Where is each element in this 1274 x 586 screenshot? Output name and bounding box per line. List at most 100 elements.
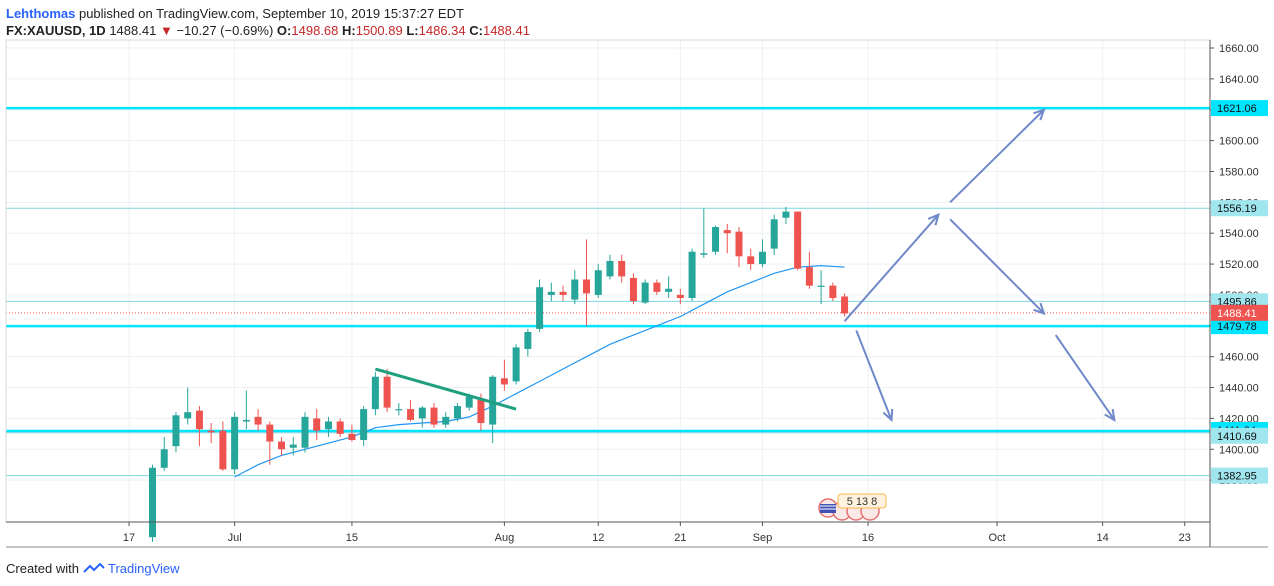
candle[interactable] — [195, 406, 203, 447]
created-with-text: Created with — [6, 561, 79, 576]
candle[interactable] — [371, 372, 379, 416]
close-label: C: — [469, 23, 483, 38]
candle[interactable] — [160, 436, 168, 471]
candle[interactable] — [442, 412, 450, 428]
candle[interactable] — [536, 279, 544, 332]
candle[interactable] — [547, 282, 555, 302]
candle-body — [524, 331, 532, 349]
candle[interactable] — [278, 436, 286, 456]
candle[interactable] — [571, 270, 579, 305]
events-marker[interactable]: 5 13 8 — [818, 493, 887, 521]
candle[interactable] — [794, 211, 802, 271]
candle[interactable] — [594, 264, 602, 299]
candle[interactable] — [782, 206, 790, 224]
candle[interactable] — [618, 254, 626, 283]
projection-arrow[interactable] — [949, 218, 1046, 316]
level-badge: 1479.78 — [1217, 321, 1257, 333]
candle[interactable] — [207, 423, 215, 444]
y-tick-label: 1400.00 — [1219, 444, 1259, 456]
projection-arrow[interactable] — [855, 330, 894, 423]
candle-body — [383, 376, 391, 408]
candle[interactable] — [324, 416, 332, 437]
candle-body — [841, 296, 849, 314]
candle[interactable] — [829, 282, 837, 302]
y-tick-label: 1460.00 — [1219, 352, 1259, 364]
high-label: H: — [342, 23, 356, 38]
candle[interactable] — [700, 208, 708, 258]
candle[interactable] — [430, 402, 438, 428]
candle[interactable] — [184, 387, 192, 425]
candle[interactable] — [453, 402, 461, 422]
candle-body — [735, 231, 743, 257]
level-badge: 1621.06 — [1217, 103, 1257, 115]
candle[interactable] — [641, 279, 649, 305]
author-name[interactable]: Lehthomas — [6, 6, 76, 21]
candle[interactable] — [489, 375, 497, 444]
candle[interactable] — [289, 436, 297, 456]
candle[interactable] — [395, 402, 403, 416]
candle[interactable] — [665, 276, 673, 299]
candle[interactable] — [348, 424, 356, 442]
candle[interactable] — [219, 421, 227, 471]
axes: 1660.001640.001620.001600.001580.001560.… — [5, 39, 1268, 548]
candle[interactable] — [149, 464, 156, 542]
trendline[interactable] — [374, 367, 517, 411]
candle[interactable] — [512, 344, 520, 385]
candle[interactable] — [301, 412, 309, 453]
candle[interactable] — [770, 214, 778, 255]
candle[interactable] — [524, 328, 532, 357]
candle[interactable] — [817, 270, 825, 305]
x-tick-label: 21 — [674, 532, 686, 544]
projection-arrow[interactable] — [949, 108, 1046, 204]
candle-body — [442, 416, 450, 425]
candle[interactable] — [841, 293, 849, 317]
candle[interactable] — [336, 418, 344, 437]
projection-arrow[interactable] — [1054, 334, 1116, 422]
candle-body — [653, 282, 661, 292]
candle[interactable] — [254, 409, 262, 431]
last-price-text: 1488.41 — [109, 23, 157, 38]
candle[interactable] — [418, 406, 426, 428]
candle[interactable] — [758, 239, 766, 268]
level-badge-bg — [1211, 200, 1268, 217]
candle[interactable] — [242, 390, 250, 430]
drawings[interactable] — [374, 108, 1116, 423]
candle-body — [712, 227, 720, 252]
candle-body — [665, 288, 673, 292]
candle[interactable] — [688, 248, 696, 302]
symbol-label: FX:XAUUSD, 1D — [6, 23, 106, 38]
candles[interactable] — [149, 206, 849, 542]
candle[interactable] — [313, 409, 321, 441]
candle[interactable] — [407, 399, 415, 422]
x-tick-label: 16 — [862, 532, 874, 544]
candle[interactable] — [231, 412, 239, 474]
candle[interactable] — [266, 421, 274, 465]
candle-body — [500, 378, 508, 385]
candle[interactable] — [653, 279, 661, 295]
level-badge: 1556.19 — [1217, 203, 1257, 215]
close-value: 1488.41 — [482, 23, 530, 38]
candle[interactable] — [559, 285, 567, 302]
candle-body — [348, 433, 356, 441]
candle[interactable] — [629, 273, 637, 305]
candle[interactable] — [723, 223, 731, 254]
tradingview-brand[interactable]: TradingView — [108, 561, 180, 576]
last-price-badge: 1488.41 — [1217, 308, 1257, 320]
horizontal-levels[interactable] — [6, 106, 1210, 477]
candle[interactable] — [583, 239, 591, 326]
candle[interactable] — [747, 248, 755, 271]
candle[interactable] — [500, 359, 508, 391]
candle[interactable] — [172, 412, 180, 453]
candle[interactable] — [360, 406, 368, 447]
candle[interactable] — [805, 251, 813, 289]
candle[interactable] — [712, 225, 720, 255]
arrowhead-icon — [927, 212, 940, 226]
moving-average — [234, 264, 845, 478]
low-label: L: — [406, 23, 419, 38]
projection-arrow[interactable] — [843, 212, 940, 322]
candle[interactable] — [383, 369, 391, 413]
candle[interactable] — [606, 254, 614, 280]
candle[interactable] — [735, 227, 743, 268]
candle[interactable] — [676, 288, 684, 305]
